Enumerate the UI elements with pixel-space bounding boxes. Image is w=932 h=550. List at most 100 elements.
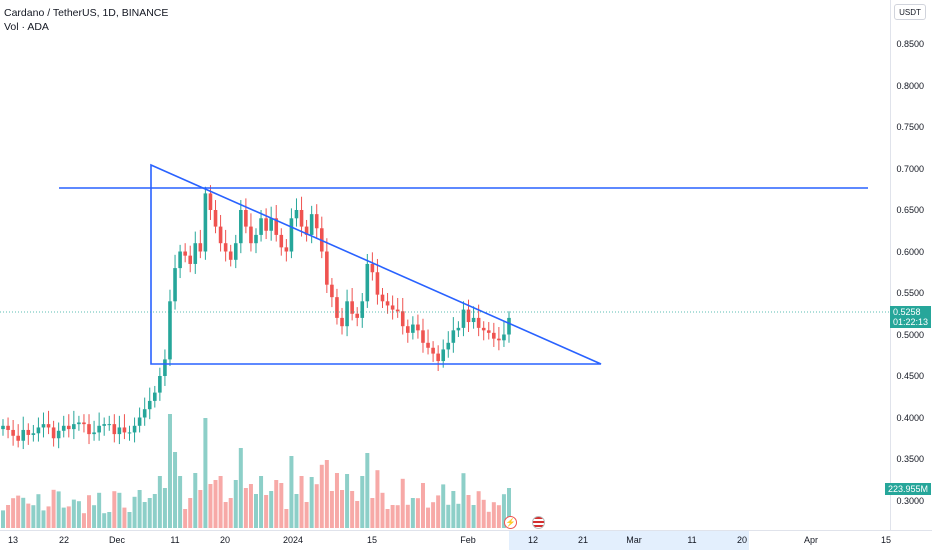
candle-body xyxy=(365,263,370,302)
volume-bar xyxy=(314,484,319,528)
currency-button[interactable]: USDT xyxy=(894,4,926,20)
candle-body xyxy=(400,311,405,327)
volume-bar xyxy=(1,510,5,528)
chart-pane[interactable]: Cardano / TetherUS, 1D, BINANCE Vol · AD… xyxy=(0,0,890,530)
volume-bar xyxy=(92,505,97,528)
price-tick: 0.7000 xyxy=(896,163,924,174)
candle-body xyxy=(451,330,456,343)
descending-triangle xyxy=(150,163,602,365)
candle-body xyxy=(228,251,233,260)
candle-body xyxy=(244,210,248,227)
candle-body xyxy=(92,432,96,435)
symbol-title[interactable]: Cardano / TetherUS, 1D, BINANCE xyxy=(4,7,169,19)
volume-bar xyxy=(294,494,299,528)
candle-body xyxy=(147,400,152,410)
candle-body xyxy=(117,427,122,435)
candle-body xyxy=(360,301,365,318)
time-tick: 22 xyxy=(58,535,70,545)
volume-bar xyxy=(137,490,142,528)
volume-bar xyxy=(21,497,26,528)
candle-body xyxy=(31,433,36,435)
candle-body xyxy=(223,243,228,252)
candle-body xyxy=(66,425,71,430)
volume-bar xyxy=(329,491,334,528)
future-range-highlight xyxy=(509,531,749,550)
volume-legend[interactable]: Vol · ADA xyxy=(4,21,49,33)
volume-bar xyxy=(16,495,21,528)
us-flag-icon[interactable] xyxy=(532,516,545,529)
volume-bar xyxy=(238,448,243,528)
candle-body xyxy=(11,429,15,436)
price-tick: 0.4000 xyxy=(896,412,924,423)
time-tick: Feb xyxy=(460,535,476,545)
candle-body xyxy=(421,330,425,343)
volume-bar xyxy=(355,501,360,528)
candle-body xyxy=(330,284,334,298)
volume-bar xyxy=(248,484,253,528)
price-tick: 0.5500 xyxy=(896,288,924,298)
time-tick: 21 xyxy=(577,535,589,545)
candle-body xyxy=(188,255,193,264)
time-tick: 20 xyxy=(736,535,748,545)
candle-body xyxy=(507,317,511,335)
volume-bar xyxy=(102,513,107,528)
candle-body xyxy=(82,422,86,425)
time-tick: 11 xyxy=(170,535,180,545)
candle-body xyxy=(158,376,162,393)
candle-body xyxy=(173,268,177,302)
candle-body xyxy=(385,301,390,306)
volume-bar xyxy=(370,498,375,528)
time-tick: Mar xyxy=(626,535,642,545)
candle-body xyxy=(56,430,61,439)
price-axis[interactable]: USDT 0.8500 0.8000 0.7500 0.7000 0.6500 0.600… xyxy=(884,0,932,530)
volume-bar xyxy=(334,473,339,528)
volume-bar xyxy=(309,477,314,528)
candle-body xyxy=(325,251,329,285)
lightning-icon[interactable]: ⚡ xyxy=(504,516,517,529)
volume-bar xyxy=(400,478,405,528)
candle-body xyxy=(97,425,101,433)
volume-bar xyxy=(350,491,355,528)
volume-bar xyxy=(36,494,41,528)
candle-body xyxy=(193,243,198,264)
volume-bar xyxy=(71,499,76,528)
volume-bar xyxy=(233,480,238,528)
volume-bar xyxy=(405,504,410,528)
volume-bar xyxy=(304,502,309,528)
volume-bar xyxy=(167,414,172,528)
candle-body xyxy=(411,324,415,333)
price-chart[interactable] xyxy=(0,0,890,530)
candle-body xyxy=(26,429,31,435)
candle-body xyxy=(314,214,319,229)
volume-bar xyxy=(289,456,294,528)
volume-bar xyxy=(76,501,81,528)
volume-bar xyxy=(365,453,370,528)
volume-value-tag: 223.955M xyxy=(884,483,931,495)
volume-bar xyxy=(279,483,284,528)
volume-bar xyxy=(446,504,451,528)
candle-body xyxy=(406,326,410,333)
volume-bar xyxy=(208,484,213,528)
candle-body xyxy=(284,247,289,252)
volume-bar xyxy=(132,496,137,528)
price-tick: 0.8500 xyxy=(896,39,924,49)
volume-bar xyxy=(173,452,178,528)
volume-bar xyxy=(51,489,56,528)
candle-body xyxy=(299,210,304,227)
volume-bar xyxy=(41,510,46,528)
volume-bar xyxy=(345,474,350,528)
volume-bar xyxy=(431,502,436,528)
volume-bar xyxy=(501,494,506,528)
last-price-tag: 0.5258 01:22:13 xyxy=(889,306,931,328)
candle-body xyxy=(137,417,142,426)
volume-bar xyxy=(360,476,365,528)
volume-bar xyxy=(436,495,441,528)
candle-body xyxy=(289,218,294,252)
price-tick: 0.3500 xyxy=(896,454,924,464)
price-tick: 0.7500 xyxy=(896,122,924,132)
candle-body xyxy=(471,317,476,323)
candle-body xyxy=(441,349,446,362)
candle-body xyxy=(21,429,26,441)
time-axis[interactable]: ⚡ 13 22 Dec 11 20 2024 15 Feb 12 21 Mar 11 20 Apr 15 xyxy=(0,516,932,550)
candle-body xyxy=(6,425,10,430)
